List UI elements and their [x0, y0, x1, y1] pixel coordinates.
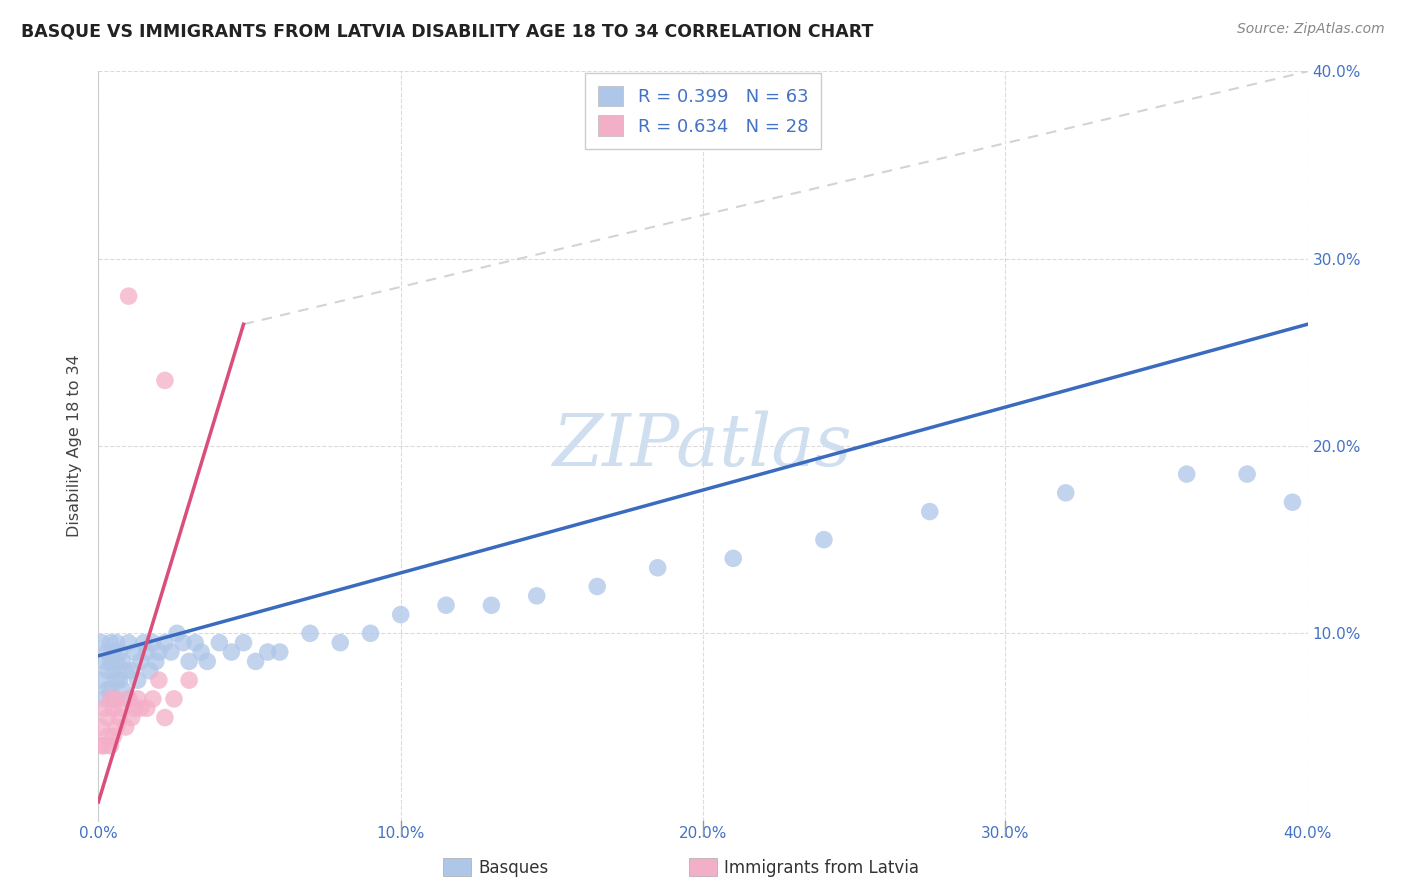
Point: [96, 730, 118, 744]
Point: [166, 626, 188, 640]
Point: [96, 664, 118, 678]
Point: [100, 635, 122, 649]
Point: [135, 701, 157, 715]
Point: [647, 561, 669, 575]
Point: [481, 599, 503, 613]
Point: [124, 701, 146, 715]
Point: [96, 645, 118, 659]
Point: [114, 664, 136, 678]
Point: [172, 635, 194, 649]
Point: [232, 635, 254, 649]
Point: [179, 655, 201, 669]
Point: [118, 635, 141, 649]
Point: [132, 635, 155, 649]
Point: [96, 682, 118, 697]
Point: [105, 692, 128, 706]
Point: [153, 374, 176, 388]
Point: [114, 720, 136, 734]
Point: [179, 673, 201, 688]
Point: [389, 607, 412, 622]
Point: [1281, 495, 1303, 509]
Point: [526, 589, 548, 603]
Point: [163, 692, 186, 706]
Point: [118, 692, 141, 706]
Point: [100, 692, 122, 706]
Point: [813, 533, 835, 547]
Point: [105, 673, 128, 688]
Point: [90, 739, 112, 753]
Point: [96, 710, 118, 724]
Point: [100, 739, 122, 753]
Point: [1054, 486, 1077, 500]
Y-axis label: Disability Age 18 to 34: Disability Age 18 to 34: [66, 355, 82, 537]
Text: BASQUE VS IMMIGRANTS FROM LATVIA DISABILITY AGE 18 TO 34 CORRELATION CHART: BASQUE VS IMMIGRANTS FROM LATVIA DISABIL…: [21, 22, 873, 40]
Point: [90, 720, 112, 734]
Point: [329, 635, 352, 649]
Point: [108, 710, 131, 724]
Point: [918, 505, 941, 519]
Point: [153, 710, 176, 724]
Point: [105, 655, 128, 669]
Point: [129, 701, 152, 715]
Text: ZIPatlas: ZIPatlas: [553, 410, 853, 482]
Point: [160, 645, 183, 659]
Point: [103, 645, 125, 659]
Point: [245, 655, 267, 669]
Text: Source: ZipAtlas.com: Source: ZipAtlas.com: [1237, 22, 1385, 37]
Point: [100, 682, 122, 697]
Point: [195, 655, 218, 669]
Point: [127, 692, 149, 706]
Point: [111, 701, 134, 715]
Point: [221, 645, 243, 659]
Point: [127, 673, 149, 688]
Point: [103, 701, 125, 715]
Point: [208, 635, 231, 649]
Point: [100, 655, 122, 669]
Point: [135, 645, 157, 659]
Point: [145, 655, 167, 669]
Point: [108, 673, 131, 688]
Point: [299, 626, 322, 640]
Point: [586, 580, 609, 594]
Point: [90, 635, 112, 649]
Point: [153, 635, 176, 649]
Point: [723, 551, 745, 566]
Point: [118, 692, 141, 706]
Legend: R = 0.399   N = 63, R = 0.634   N = 28: R = 0.399 N = 63, R = 0.634 N = 28: [585, 73, 821, 149]
Point: [124, 645, 146, 659]
Point: [103, 692, 125, 706]
Point: [256, 645, 278, 659]
Point: [142, 692, 165, 706]
Point: [105, 635, 128, 649]
Point: [103, 730, 125, 744]
Point: [184, 635, 207, 649]
Point: [121, 664, 143, 678]
Point: [105, 720, 128, 734]
Point: [111, 682, 134, 697]
Point: [148, 645, 170, 659]
Point: [1236, 467, 1258, 482]
Point: [1175, 467, 1198, 482]
Point: [93, 739, 115, 753]
Point: [111, 655, 134, 669]
Point: [118, 289, 141, 303]
Point: [190, 645, 212, 659]
Point: [93, 655, 115, 669]
Point: [103, 664, 125, 678]
Point: [269, 645, 291, 659]
Point: [121, 710, 143, 724]
Point: [434, 599, 457, 613]
Point: [129, 655, 152, 669]
Point: [139, 664, 162, 678]
Point: [93, 701, 115, 715]
Point: [93, 692, 115, 706]
Point: [108, 645, 131, 659]
Point: [90, 673, 112, 688]
Point: [360, 626, 382, 640]
Text: Basques: Basques: [478, 859, 548, 877]
Point: [148, 673, 170, 688]
Text: Immigrants from Latvia: Immigrants from Latvia: [724, 859, 920, 877]
Point: [142, 635, 165, 649]
